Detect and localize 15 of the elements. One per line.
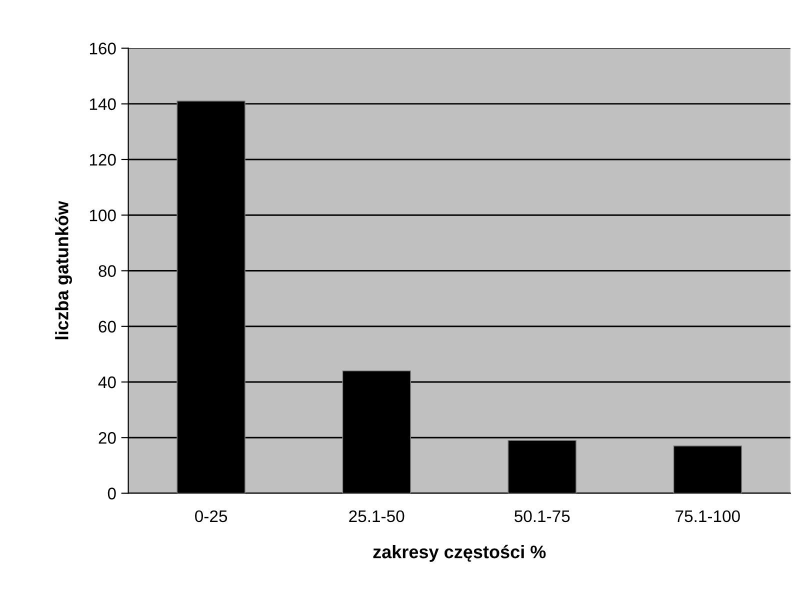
x-tick-label: 75.1-100 <box>676 510 740 522</box>
x-axis-title: zakresy częstości % <box>373 544 546 562</box>
y-tick-label: 160 <box>90 42 116 54</box>
x-tick-label: 25.1-50 <box>349 510 404 522</box>
y-tick-label: 80 <box>98 265 116 277</box>
y-axis-title: liczba gatunków <box>54 200 72 340</box>
x-tick-label: 50.1-75 <box>514 510 570 522</box>
y-tick-label: 100 <box>90 210 116 222</box>
y-tick-label: 120 <box>90 154 116 166</box>
y-tick-label: 60 <box>98 320 116 333</box>
y-tick-label: 20 <box>98 432 116 444</box>
y-tick-label: 40 <box>98 376 116 388</box>
x-tick-label: 0-25 <box>195 510 228 522</box>
y-tick-label: 0 <box>108 488 116 500</box>
y-tick-label: 140 <box>90 98 116 110</box>
